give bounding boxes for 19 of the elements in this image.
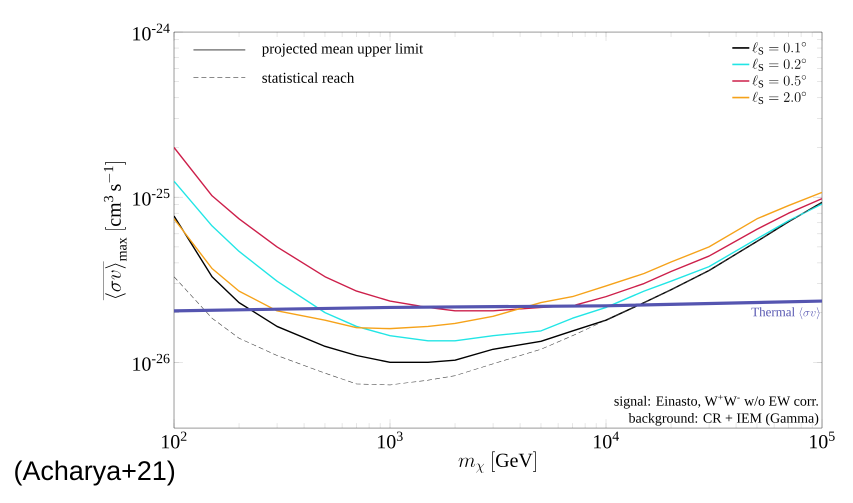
y-axis-title: $\overline{\langle\sigma v\rangle}_{\mathrm{max}}\ [\mathrm{cm^3\,s^{-1}}]$	[104, 162, 127, 300]
x-axis-title: $m_\chi\ [\mathrm{GeV}]$	[458, 451, 536, 473]
legend-label: statistical reach	[262, 72, 354, 83]
x-tick-label: 10$^{5}$	[810, 432, 835, 448]
x-tick-label: 10$^{2}$	[162, 432, 186, 448]
legend-label: $\ell_{\mathrm{S}} = 2.0^\circ$	[752, 92, 806, 104]
annotation: projected mean upper limit	[262, 43, 424, 57]
x-tick-label: 10$^{4}$	[594, 432, 620, 448]
x-tick-label: 10$^{3}$	[378, 432, 403, 448]
annotation: signal: Einasto, W$^{+}$W$^{-}$ w/o EW corr.	[614, 394, 818, 409]
legend-label: $\ell_{\mathrm{S}} = 0.1^\circ$	[752, 42, 806, 54]
y-tick-label: 10$^{-24}$	[133, 24, 170, 41]
y-tick-label: 10$^{-26}$	[133, 354, 170, 371]
legend-label: $\ell_{\mathrm{S}} = 0.2^\circ$	[752, 58, 806, 72]
y-tick-label: 10$^{-25}$	[133, 188, 170, 206]
annotation: background: CR + IEM (Gamma)	[628, 412, 818, 426]
legend-label: $\ell_{\mathrm{S}} = 0.5^\circ$	[752, 75, 806, 88]
series-label: $\mbox{Thermal }\langle\sigma v\rangle$	[751, 307, 820, 320]
text: (Acharya+21)	[15, 460, 174, 486]
